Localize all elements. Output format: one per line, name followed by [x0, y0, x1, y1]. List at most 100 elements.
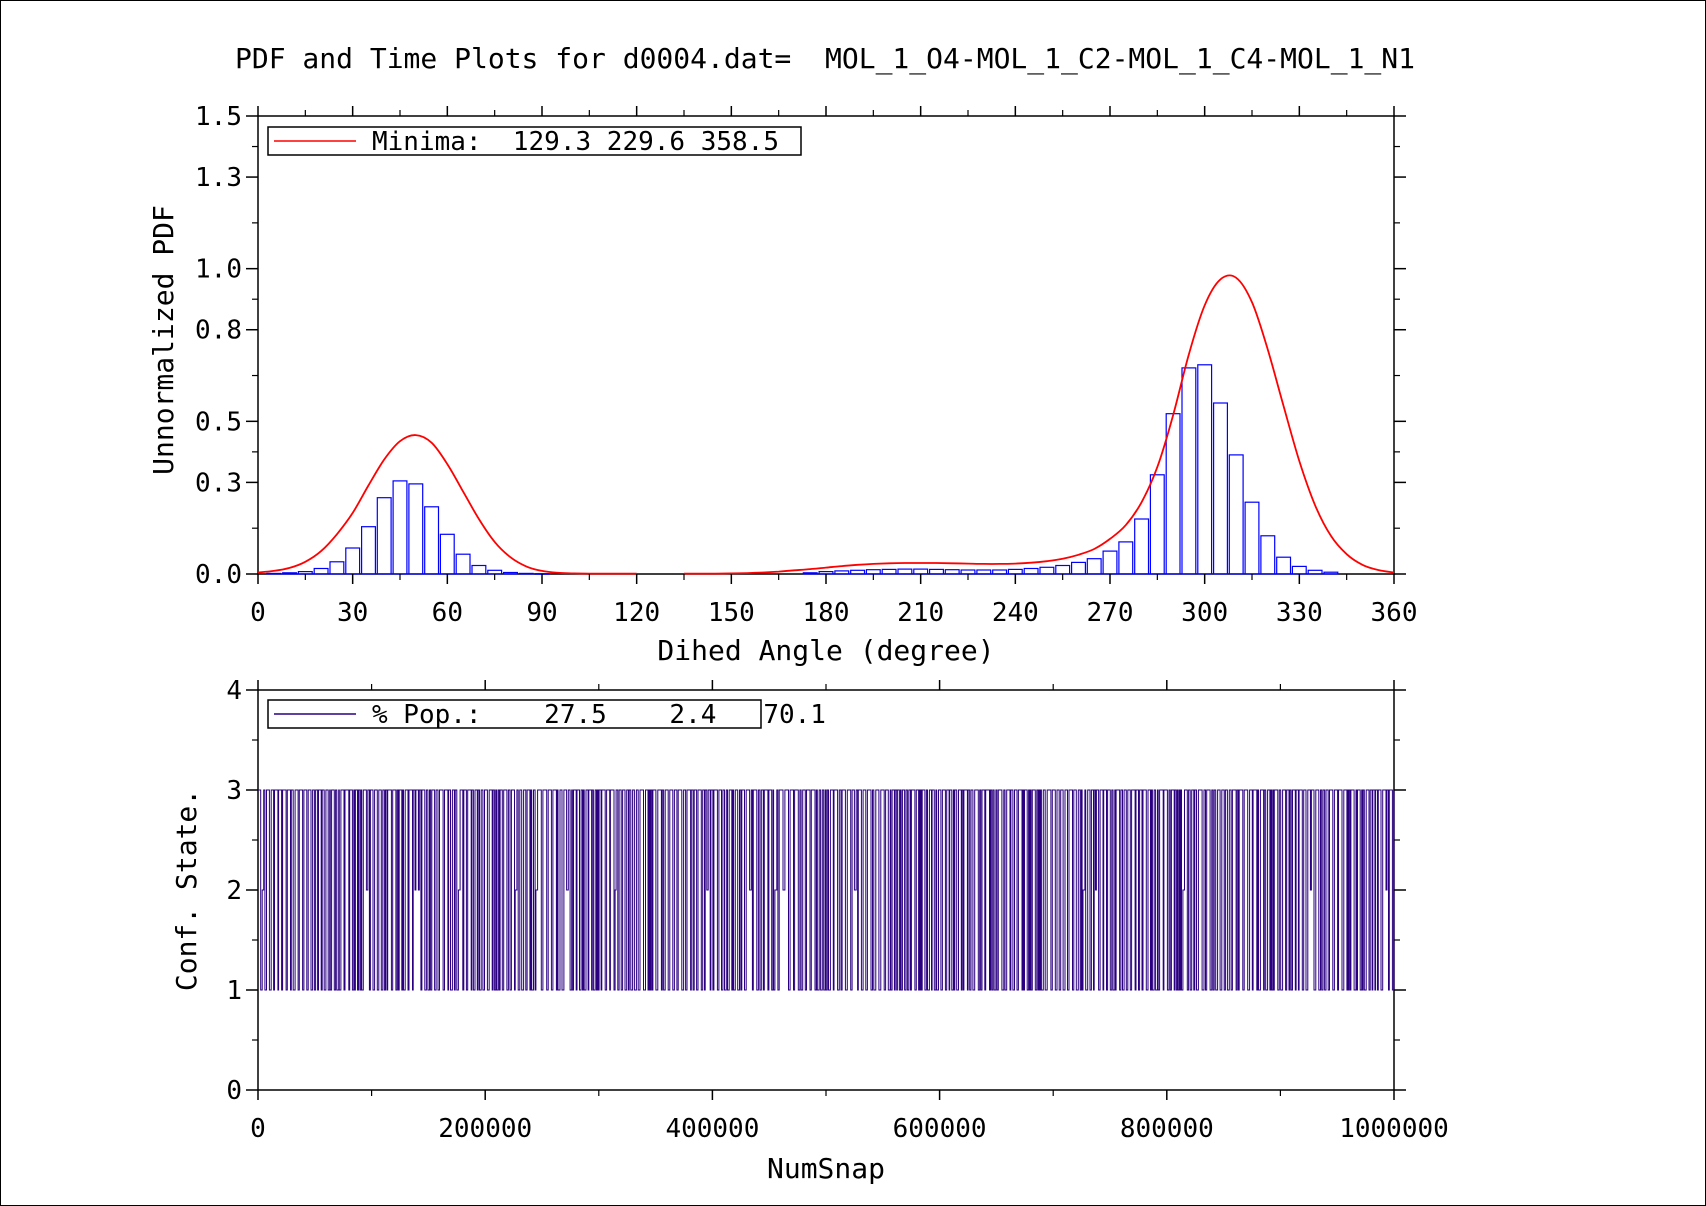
pdf-x-tick-label: 240 — [992, 598, 1039, 628]
state-trace — [258, 789, 1395, 991]
pdf-x-tick-label: 90 — [526, 598, 557, 628]
pdf-bar — [313, 567, 329, 575]
pdf-bar — [818, 570, 834, 575]
pdf-curve — [257, 274, 1395, 575]
pdf-bar — [1055, 564, 1071, 575]
time-x-tick-label: 600000 — [893, 1114, 987, 1144]
pdf-legend-box — [267, 126, 802, 156]
pdf-x-tick-label: 0 — [250, 598, 266, 628]
pdf-bar — [1228, 454, 1244, 575]
time-y-axis-title: Conf. State. — [170, 789, 203, 991]
pdf-bar — [1212, 402, 1228, 575]
pdf-x-tick-label: 300 — [1181, 598, 1228, 628]
pdf-bar — [1102, 550, 1118, 575]
time-y-tick-label: 1 — [226, 976, 242, 1006]
pdf-bar — [1244, 501, 1260, 575]
pdf-curve-segment — [683, 274, 1395, 575]
time-y-tick-label: 3 — [226, 776, 242, 806]
pdf-bar — [960, 569, 976, 575]
pdf-bar — [897, 568, 913, 575]
pdf-bar — [471, 564, 487, 575]
pdf-x-tick-label: 270 — [1087, 598, 1134, 628]
pdf-y-tick-label: 1.0 — [195, 255, 242, 285]
pdf-x-tick-label: 210 — [897, 598, 944, 628]
pdf-bar — [439, 533, 455, 575]
pdf-bar — [1260, 535, 1276, 575]
pdf-plot: 0 30 60 90 120 150 180 210 240 270 300 330 360 0.0 0.3… — [147, 102, 1417, 667]
pdf-bar — [1118, 541, 1134, 575]
pdf-bar — [802, 572, 818, 575]
pdf-bar — [1197, 364, 1213, 575]
state-time-series — [258, 789, 1395, 991]
pdf-bar — [329, 561, 345, 575]
pdf-bar — [1276, 556, 1292, 575]
pdf-bar — [1291, 565, 1307, 575]
time-x-tick-label: 400000 — [665, 1114, 759, 1144]
pdf-bar — [361, 526, 377, 575]
pdf-y-tick-label: 0.0 — [195, 560, 242, 590]
pdf-x-tick-label: 30 — [337, 598, 368, 628]
time-y-tick-label: 2 — [226, 876, 242, 906]
pdf-y-tick-label: 0.3 — [195, 468, 242, 498]
pdf-bar — [487, 569, 503, 575]
pdf-bar — [1134, 518, 1150, 575]
time-y-tick-label: 4 — [226, 676, 242, 706]
pdf-bar — [834, 570, 850, 575]
pdf-y-tick-label: 1.5 — [195, 102, 242, 132]
time-x-tick-label: 1000000 — [1339, 1114, 1449, 1144]
time-x-tick-label: 0 — [250, 1114, 266, 1144]
pdf-bar — [992, 569, 1008, 575]
pdf-curve-segment — [257, 434, 637, 575]
time-x-tick-label: 200000 — [438, 1114, 532, 1144]
pdf-legend-label: Minima: 129.3 229.6 358.5 — [372, 127, 779, 157]
pdf-ticks: 0 30 60 90 120 150 180 210 240 270 300 330 360 0.0 0.3… — [195, 102, 1417, 628]
time-legend: % Pop.: 27.5 2.4 70.1 — [267, 699, 826, 730]
pdf-x-tick-label: 60 — [432, 598, 463, 628]
pdf-bar — [345, 547, 361, 575]
pdf-bar — [881, 568, 897, 575]
pdf-bar — [944, 569, 960, 575]
pdf-legend: Minima: 129.3 229.6 358.5 — [267, 126, 802, 157]
pdf-bar — [1149, 474, 1165, 575]
pdf-bar — [1023, 567, 1039, 575]
pdf-bar — [455, 553, 471, 575]
time-plot: 0 200000 400000 600000 800000 1000000 0 1 2 3 4 % … — [170, 676, 1449, 1185]
pdf-bar — [1307, 569, 1323, 575]
pdf-y-axis-title: Unnormalized PDF — [147, 205, 180, 475]
pdf-plot-area — [257, 115, 1395, 575]
pdf-x-tick-label: 180 — [803, 598, 850, 628]
pdf-x-tick-label: 150 — [708, 598, 755, 628]
pdf-bar — [1323, 571, 1339, 575]
pdf-x-axis-title: Dihed Angle (degree) — [657, 634, 994, 667]
pdf-bar — [376, 497, 392, 575]
pdf-bar — [282, 572, 298, 575]
time-x-axis-title: NumSnap — [767, 1152, 885, 1185]
pdf-bar — [408, 483, 424, 575]
pdf-bar — [392, 480, 408, 575]
pdf-bar — [1181, 367, 1197, 575]
pdf-bar — [1165, 413, 1181, 575]
pdf-y-tick-label: 0.5 — [195, 407, 242, 437]
pdf-bar — [1070, 561, 1086, 575]
pdf-bar — [1039, 566, 1055, 575]
pdf-y-tick-label: 1.3 — [195, 163, 242, 193]
time-x-tick-label: 800000 — [1120, 1114, 1214, 1144]
pdf-bar — [266, 572, 282, 575]
pdf-bar — [976, 569, 992, 575]
figure-title: PDF and Time Plots for d0004.dat= MOL_1_… — [235, 42, 1415, 76]
pdf-x-tick-label: 120 — [613, 598, 660, 628]
pdf-bar — [424, 506, 440, 575]
time-legend-label: % Pop.: 27.5 2.4 70.1 — [372, 700, 826, 730]
pdf-bar — [518, 572, 534, 575]
time-y-tick-label: 0 — [226, 1076, 242, 1106]
pdf-x-tick-label: 330 — [1276, 598, 1323, 628]
pdf-y-tick-label: 0.8 — [195, 316, 242, 346]
pdf-bar — [1086, 558, 1102, 575]
pdf-bar — [850, 569, 866, 575]
pdf-bar — [503, 571, 519, 575]
pdf-bar — [928, 568, 944, 575]
time-ticks: 0 200000 400000 600000 800000 1000000 0 1 2 3 4 — [226, 676, 1448, 1144]
pdf-bar — [297, 570, 313, 575]
